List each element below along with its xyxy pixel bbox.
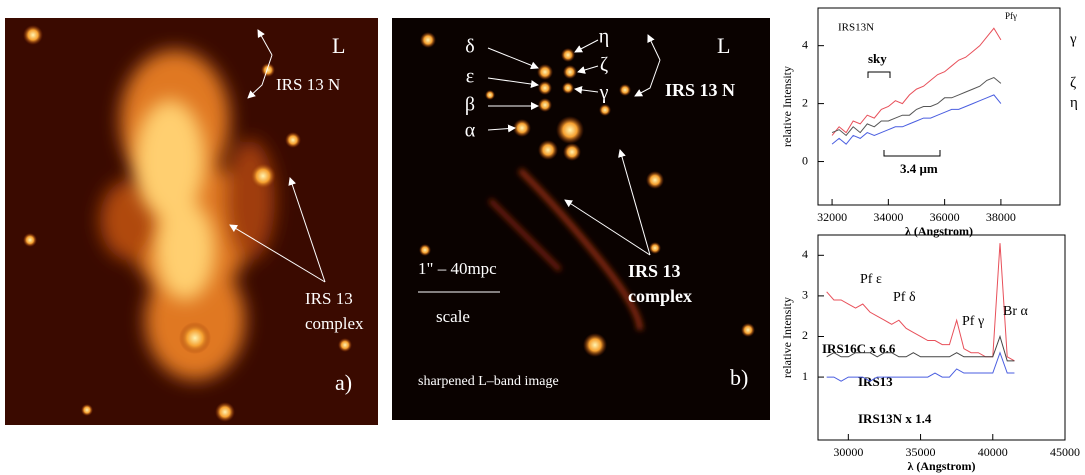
figure: L IRS 13 N IRS 13 complex a) L IRS 13 N … bbox=[0, 0, 1085, 475]
range-bracket bbox=[884, 150, 940, 156]
complex-label: complex bbox=[628, 286, 692, 306]
component-label: ε bbox=[466, 66, 474, 88]
spectrum-line bbox=[832, 28, 1001, 135]
x-tick-label: 40000 bbox=[978, 445, 1008, 459]
component-label: α bbox=[465, 120, 476, 142]
band-label: L bbox=[332, 33, 345, 58]
x-tick-label: 45000 bbox=[1050, 445, 1080, 459]
spectrum-line bbox=[832, 78, 1001, 136]
y-axis-label: relative Intensity bbox=[780, 66, 794, 147]
y-tick-label: 4 bbox=[802, 37, 808, 51]
component-label: γ bbox=[599, 82, 609, 104]
spectrum-line bbox=[832, 95, 1001, 144]
x-axis-label: λ (Angstrom) bbox=[908, 459, 976, 473]
sky-bracket bbox=[868, 72, 890, 78]
annotation: Pf γ bbox=[962, 314, 984, 329]
scale-text: 1" – 40mpc bbox=[418, 259, 497, 278]
caption: sharpened L–band image bbox=[418, 374, 559, 389]
band-label: L bbox=[717, 33, 730, 58]
x-tick-label: 34000 bbox=[873, 210, 903, 224]
source-label: IRS 13 N bbox=[276, 75, 340, 94]
panel-a: L IRS 13 N IRS 13 complex a) bbox=[5, 18, 378, 425]
y-tick-label: 2 bbox=[802, 95, 808, 109]
x-tick-label: 36000 bbox=[930, 210, 960, 224]
y-tick-label: 1 bbox=[802, 369, 808, 383]
plot-frame bbox=[818, 235, 1065, 440]
panel-letter: a) bbox=[335, 370, 352, 395]
x-tick-label: 30000 bbox=[833, 445, 863, 459]
y-axis-label: relative Intensity bbox=[780, 297, 794, 378]
series-label: γ bbox=[1069, 31, 1077, 47]
annotation: Pf δ bbox=[893, 290, 916, 305]
source-label: IRS 13 N bbox=[665, 80, 735, 100]
scale-word: scale bbox=[436, 307, 470, 326]
complex-label: complex bbox=[305, 314, 364, 333]
series-label: IRS13 bbox=[858, 374, 893, 389]
y-tick-label: 0 bbox=[802, 153, 808, 167]
complex-label: IRS 13 bbox=[628, 261, 681, 281]
x-tick-label: 35000 bbox=[906, 445, 936, 459]
component-label: ζ bbox=[600, 54, 608, 76]
complex-label: IRS 13 bbox=[305, 289, 353, 308]
x-tick-label: 38000 bbox=[986, 210, 1016, 224]
series-label: η bbox=[1070, 95, 1078, 111]
x-tick-label: 32000 bbox=[817, 210, 847, 224]
component-label: β bbox=[465, 94, 475, 116]
y-tick-label: 4 bbox=[802, 247, 808, 261]
series-label: IRS13N x 1.4 bbox=[858, 411, 932, 426]
y-tick-label: 2 bbox=[802, 328, 808, 342]
component-label: δ bbox=[465, 36, 474, 58]
panel-letter: b) bbox=[730, 365, 748, 390]
annotation: Br α bbox=[1003, 304, 1029, 319]
annotation: Pf ε bbox=[860, 272, 882, 287]
annotation: 3.4 μm bbox=[900, 161, 938, 176]
y-tick-label: 3 bbox=[802, 288, 808, 302]
x-axis-label: λ (Angstrom) bbox=[905, 224, 973, 238]
plot-frame bbox=[818, 8, 1060, 205]
annotation: IRS13N bbox=[838, 22, 874, 34]
annotation: Pfγ bbox=[1005, 11, 1017, 21]
annotation: sky bbox=[868, 51, 887, 66]
series-label: ζ bbox=[1070, 75, 1076, 91]
component-label: η bbox=[599, 26, 609, 48]
